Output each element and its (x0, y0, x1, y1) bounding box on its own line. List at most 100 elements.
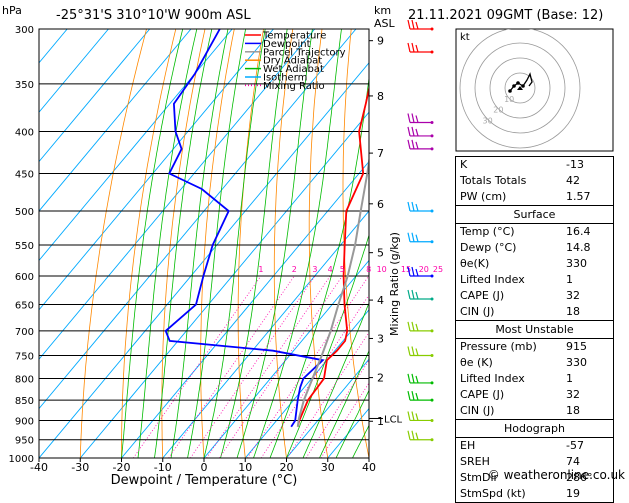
index-label: PW (cm) (460, 189, 506, 205)
x-axis-title: Dewpoint / Temperature (°C) (111, 473, 298, 486)
hodo-value: -57 (566, 438, 584, 454)
dry-adiabat-line (80, 29, 146, 458)
wind-barb (408, 290, 434, 301)
location-title: -25°31'S 310°10'W 900m ASL (56, 8, 251, 23)
wind-barb-feather (412, 202, 414, 211)
surface-label: Dewp (°C) (460, 240, 516, 256)
mu-label: CAPE (J) (460, 387, 504, 403)
mixing-ratio-label: 3 (312, 265, 317, 274)
x-tick-label: 30 (321, 461, 335, 474)
surface-row: CAPE (J)32 (456, 288, 613, 304)
surface-label: Temp (°C) (460, 224, 515, 240)
pressure-tick-label: 700 (15, 327, 34, 338)
surface-label: CIN (J) (460, 304, 494, 320)
height-tick-label: 9 (377, 35, 384, 48)
mixing-ratio-line (169, 276, 295, 458)
mu-value: 32 (566, 387, 580, 403)
wind-barb-feather (408, 411, 410, 420)
wind-barb-feather (408, 431, 410, 440)
dry-adiabat-line (274, 29, 293, 458)
height-tick-label: 6 (377, 198, 384, 211)
mixing-ratio-label: 20 (419, 265, 429, 274)
isotherm-line (80, 29, 438, 458)
x-tick-label: -30 (71, 461, 89, 474)
wind-barb-feather (412, 391, 414, 400)
wind-barb-feather (412, 113, 414, 122)
wind-barb-feather (416, 235, 418, 242)
wind-barb-feather (416, 292, 418, 299)
pressure-tick-label: 350 (15, 80, 34, 91)
wind-barb-dot (431, 329, 434, 332)
wind-barb-feather (412, 233, 414, 242)
x-tick-label: 40 (362, 461, 376, 474)
pressure-tick-label: 550 (15, 241, 34, 252)
mixing-ratio-label: 4 (328, 265, 333, 274)
km-unit-label: km (374, 4, 391, 17)
mu-label: CIN (J) (460, 403, 494, 419)
mu-row: CIN (J)18 (456, 403, 613, 419)
isotherm-line (39, 29, 397, 458)
dry-adiabat-line (122, 29, 176, 458)
wind-barb (408, 346, 434, 357)
pressure-tick-label: 500 (15, 207, 34, 218)
pressure-tick-label: 650 (15, 301, 34, 312)
wind-barb-feather (408, 290, 410, 299)
mu-row: θe (K)330 (456, 355, 613, 371)
copyright-footer: © weatheronline.co.uk (455, 468, 625, 482)
wind-barb-feather (412, 411, 414, 420)
wind-barb-feather (408, 202, 410, 211)
wind-barb-dot (431, 438, 434, 441)
index-value: 1.57 (566, 189, 591, 205)
hodograph-ring-label: 20 (493, 106, 503, 115)
surface-value: 32 (566, 288, 580, 304)
surface-row: CIN (J)18 (456, 304, 613, 320)
wind-barb-dot (431, 297, 434, 300)
skewt-page: hPa -25°31'S 310°10'W 900m ASL km ASL 21… (0, 0, 629, 486)
wind-barb-dot (431, 240, 434, 243)
wind-barb-feather (408, 127, 410, 136)
wind-barb (408, 374, 434, 385)
wind-barb-feather (416, 115, 418, 122)
wind-barb-dot (431, 121, 434, 124)
wind-barb-feather (412, 431, 414, 440)
index-row: K-13 (456, 157, 613, 173)
surface-value: 330 (566, 256, 587, 272)
surface-section: Surface Temp (°C)16.4 Dewp (°C)14.8 θe(K… (456, 205, 613, 320)
surface-title: Surface (456, 206, 613, 224)
hodo-value: 19 (566, 486, 580, 502)
wind-barb (408, 113, 434, 124)
wind-barb (408, 127, 434, 137)
hodograph-point (508, 89, 512, 93)
asl-label: ASL (374, 17, 396, 30)
isotherm-line (122, 29, 480, 458)
index-row: PW (cm) 1.57 (456, 189, 613, 205)
wind-barb-feather (416, 45, 418, 52)
pressure-tick-label: 600 (15, 272, 34, 283)
surface-value: 14.8 (566, 240, 591, 256)
index-value: 42 (566, 173, 580, 189)
wind-barb-feather (416, 348, 418, 355)
surface-label: Lifted Index (460, 272, 525, 288)
wind-barb-feather (408, 233, 410, 242)
wind-barb-dot (431, 28, 434, 31)
surface-row: Temp (°C)16.4 (456, 224, 613, 240)
pressure-tick-label: 450 (15, 169, 34, 180)
datetime-title: 21.11.2021 09GMT (Base: 12) (408, 8, 603, 23)
dry-adiabat-line (408, 29, 452, 458)
wind-barb-feather (408, 113, 410, 122)
wind-barb-feather (412, 140, 414, 149)
wind-barb-feather (412, 127, 414, 136)
hodograph-ring-label: 30 (483, 116, 493, 125)
mixing-ratio-label: 5 (340, 265, 345, 274)
wind-barb-feather (408, 140, 410, 149)
wind-barb-feather (416, 433, 418, 440)
wind-barb-feather (408, 374, 410, 383)
mu-label: Lifted Index (460, 371, 525, 387)
mixing-ratio-label: 8 (366, 265, 371, 274)
plot-frame (39, 29, 369, 458)
wind-barb-feather (412, 346, 414, 355)
wind-barb-feather (416, 142, 418, 149)
